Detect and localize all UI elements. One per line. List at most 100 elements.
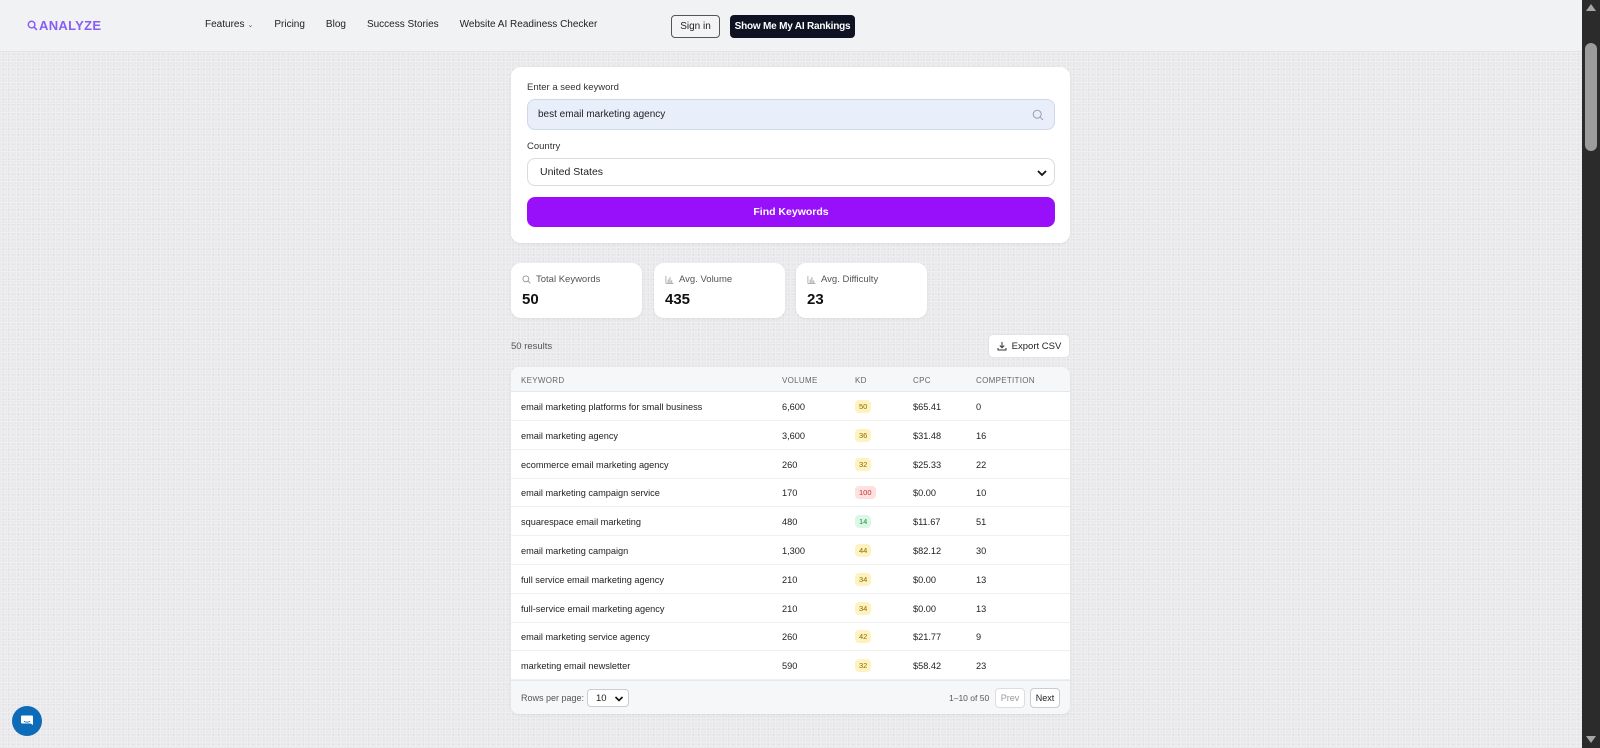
col-header-volume[interactable]: VOLUME	[782, 376, 818, 385]
download-icon	[997, 342, 1007, 351]
kd-badge: 36	[855, 428, 872, 442]
kd-badge: 100	[855, 486, 876, 500]
cpc-cell: $65.41	[913, 402, 942, 412]
cpc-cell: $11.67	[913, 517, 941, 528]
col-header-keyword[interactable]: KEYWORD	[521, 376, 565, 385]
export-csv-button[interactable]: Export CSV	[988, 334, 1070, 358]
keyword-cell: squarespace email marketing	[521, 517, 642, 528]
cpc-cell: $82.12	[913, 546, 942, 556]
nav-ai-readiness-label: Website AI Readiness Checker	[459, 19, 598, 30]
competition-cell: 16	[976, 430, 987, 441]
nav-features-label: Features	[205, 19, 245, 30]
search-icon	[1032, 109, 1044, 121]
scroll-up-arrow-icon[interactable]	[1586, 4, 1596, 11]
volume-cell: 480	[782, 517, 798, 528]
keyword-cell: ecommerce email marketing agency	[521, 459, 669, 470]
export-csv-label: Export CSV	[1011, 340, 1062, 352]
table-row[interactable]: email marketing campaign 1,300 44 $82.12 30	[511, 536, 1070, 565]
stat-total-keywords: Total Keywords 50	[511, 263, 642, 318]
competition-cell: 30	[976, 546, 987, 556]
competition-cell: 13	[976, 574, 987, 585]
table-row[interactable]: ecommerce email marketing agency 260 32 $25…	[511, 450, 1070, 479]
volume-cell: 260	[782, 632, 798, 643]
chat-launcher-button[interactable]	[12, 706, 42, 736]
table-row[interactable]: full service email marketing agency 210 34…	[511, 565, 1070, 594]
sign-in-button[interactable]: Sign in	[671, 15, 720, 38]
table-row[interactable]: email marketing platforms for small busi…	[511, 392, 1070, 421]
keyword-cell: email marketing agency	[521, 430, 619, 441]
nav-success-stories[interactable]: Success Stories	[367, 19, 439, 30]
keywords-table: KEYWORD VOLUME KD CPC COMPETITION email …	[511, 367, 1070, 714]
stat-label: Total Keywords	[536, 274, 601, 285]
bar-chart-icon	[665, 275, 674, 284]
table-row[interactable]: squarespace email marketing 480 14 $11.67 51	[511, 507, 1070, 537]
keyword-cell: marketing email newsletter	[521, 661, 631, 672]
cpc-cell: $58.42	[913, 661, 942, 672]
volume-cell: 210	[782, 574, 798, 585]
table-row[interactable]: full-service email marketing agency 210 34…	[511, 594, 1070, 623]
competition-cell: 51	[976, 517, 987, 528]
keyword-cell: email marketing campaign	[521, 546, 629, 556]
kd-badge: 34	[855, 601, 872, 615]
stat-label: Avg. Difficulty	[821, 274, 879, 285]
chevron-down-icon	[1037, 170, 1047, 177]
competition-cell: 0	[976, 402, 982, 412]
nav-blog[interactable]: Blog	[326, 19, 346, 30]
col-header-cpc[interactable]: CPC	[913, 376, 931, 385]
nav-ai-readiness-checker[interactable]: Website AI Readiness Checker	[460, 19, 598, 30]
rows-per-page-label: Rows per page:	[521, 693, 585, 703]
volume-cell: 260	[782, 459, 798, 470]
rows-per-page-select[interactable]: 10	[587, 689, 629, 707]
nav-success-stories-label: Success Stories	[366, 19, 439, 30]
logo[interactable]: ANALYZE	[27, 18, 101, 33]
scroll-down-arrow-icon[interactable]	[1586, 736, 1596, 743]
stat-label: Avg. Volume	[679, 274, 733, 285]
keyword-cell: full-service email marketing agency	[521, 603, 665, 614]
nav-features[interactable]: Features ⌄	[205, 19, 253, 30]
col-header-competition[interactable]: COMPETITION	[976, 376, 1035, 385]
scrollbar-thumb[interactable]	[1585, 43, 1597, 151]
find-keywords-button[interactable]: Find Keywords	[527, 197, 1055, 227]
chevron-down-icon: ⌄	[247, 21, 254, 29]
country-select[interactable]: United States	[527, 158, 1055, 186]
keyword-cell: email marketing service agency	[521, 632, 650, 643]
logo-text: ANALYZE	[39, 18, 102, 33]
country-value: United States	[540, 166, 604, 178]
cpc-cell: $0.00	[913, 603, 936, 614]
cpc-cell: $0.00	[913, 488, 936, 499]
country-label: Country	[527, 141, 561, 152]
stat-value: 435	[665, 291, 691, 308]
volume-cell: 590	[782, 661, 798, 672]
table-row[interactable]: email marketing service agency 260 42 $21.7…	[511, 622, 1070, 652]
cpc-cell: $21.77	[913, 632, 942, 643]
next-page-button[interactable]: Next	[1030, 688, 1060, 708]
nav-pricing[interactable]: Pricing	[274, 19, 305, 30]
competition-cell: 22	[976, 459, 987, 470]
main-nav: Features ⌄ Pricing Blog Success Stories …	[205, 19, 618, 30]
seed-keyword-value: best email marketing agency	[538, 109, 666, 120]
cpc-cell: $25.33	[913, 459, 942, 470]
page-scrollbar[interactable]	[1582, 0, 1600, 748]
table-row[interactable]: marketing email newsletter 590 32 $58.42 23	[511, 651, 1070, 681]
stat-value: 23	[807, 291, 824, 308]
keyword-cell: email marketing platforms for small busi…	[521, 402, 703, 412]
logo-magnifier-icon	[27, 20, 38, 31]
volume-cell: 3,600	[782, 430, 805, 441]
seed-keyword-input[interactable]: best email marketing agency	[527, 99, 1055, 130]
kd-badge: 14	[855, 515, 872, 529]
show-ai-rankings-button[interactable]: Show Me My AI Rankings	[730, 15, 855, 38]
nav-pricing-label: Pricing	[274, 19, 305, 30]
volume-cell: 170	[782, 488, 798, 499]
competition-cell: 9	[976, 632, 982, 643]
top-nav-bar: ANALYZE Features ⌄ Pricing Blog Success …	[0, 0, 1582, 52]
table-row[interactable]: email marketing campaign service 170 100 $0…	[511, 478, 1070, 508]
bar-chart-icon	[807, 275, 816, 284]
col-header-kd[interactable]: KD	[855, 376, 867, 385]
volume-cell: 6,600	[782, 402, 805, 412]
nav-blog-label: Blog	[325, 19, 346, 30]
kd-badge: 34	[855, 572, 872, 586]
table-row[interactable]: email marketing agency 3,600 36 $31.48 16	[511, 421, 1070, 450]
prev-page-button[interactable]: Prev	[995, 688, 1025, 708]
stat-value: 50	[522, 291, 539, 308]
